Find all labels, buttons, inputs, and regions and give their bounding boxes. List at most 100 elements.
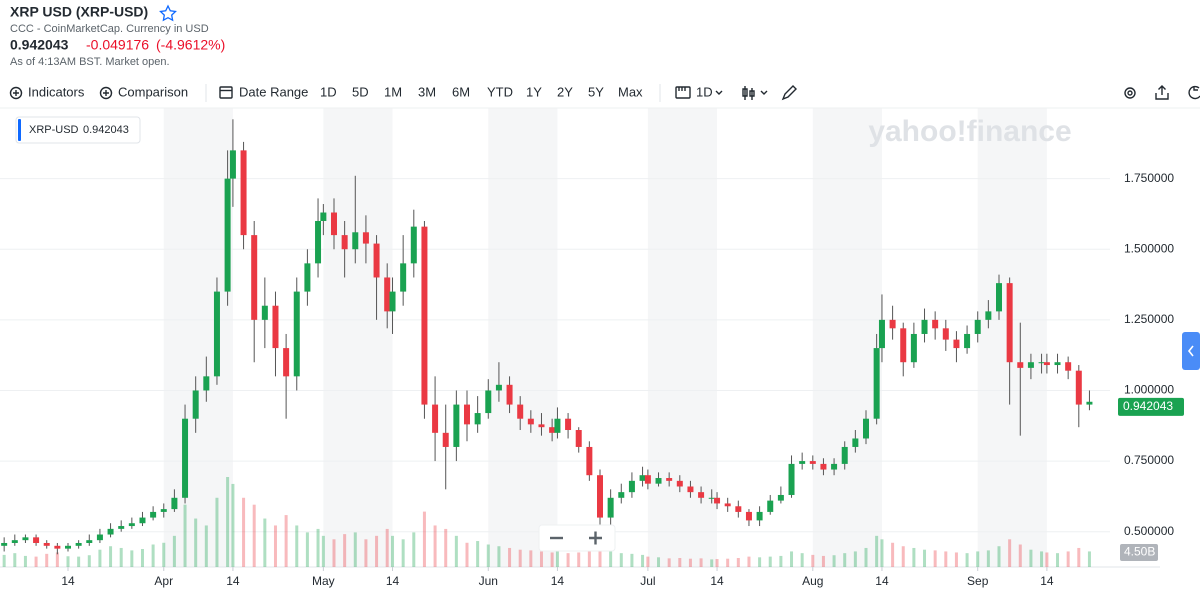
comparison-button[interactable]: Comparison xyxy=(118,84,188,99)
candle-body xyxy=(921,319,928,334)
y-tick-label: 1.500000 xyxy=(1124,241,1174,255)
settings-icon[interactable] xyxy=(1124,87,1136,99)
candle-body xyxy=(687,486,694,493)
candle-body xyxy=(182,418,189,498)
interval-button[interactable]: 1D xyxy=(696,84,713,99)
volume-bar xyxy=(444,528,448,567)
volume-bar xyxy=(518,549,522,567)
volume-bar xyxy=(699,558,703,567)
range-buttons: 1D 5D 1M 3M 6M YTD 1Y 2Y 5Y Max xyxy=(320,84,643,99)
x-tick-label: 14 xyxy=(710,574,724,588)
candle-body xyxy=(86,540,93,543)
candle-body xyxy=(809,461,816,464)
x-tick-label: May xyxy=(312,574,335,588)
volume-bar xyxy=(864,547,868,567)
candle-body xyxy=(1065,362,1072,371)
volume-bar xyxy=(172,535,176,567)
candle-body xyxy=(1054,362,1061,366)
calendar-icon[interactable] xyxy=(219,86,233,99)
comparison-icon[interactable] xyxy=(99,86,113,100)
range-button[interactable]: 5Y xyxy=(588,84,604,99)
range-button[interactable]: 1M xyxy=(384,84,402,99)
volume-bar xyxy=(162,542,166,567)
volume-bar xyxy=(284,515,288,567)
candle-body xyxy=(889,319,896,329)
volume-bar xyxy=(343,534,347,567)
watermark: yahoo!finance xyxy=(868,115,1071,148)
volume-bar xyxy=(1029,549,1033,567)
candle-body xyxy=(863,418,869,439)
candle-body xyxy=(873,348,880,419)
y-tick-label: 1.750000 xyxy=(1124,171,1174,185)
volume-bar xyxy=(609,549,613,567)
volume-bar xyxy=(853,551,857,567)
indicators-icon[interactable] xyxy=(9,86,23,100)
candle-body xyxy=(639,475,646,481)
volume-bar xyxy=(875,535,879,567)
candle-body xyxy=(1043,362,1050,366)
range-button[interactable]: Max xyxy=(618,84,643,99)
legend-symbol: XRP-USD xyxy=(29,124,79,136)
indicators-button[interactable]: Indicators xyxy=(28,84,85,99)
volume-bar xyxy=(109,546,113,567)
volume-bar xyxy=(497,546,501,567)
candle-body xyxy=(996,283,1002,312)
volume-bar xyxy=(933,550,937,567)
candle-body xyxy=(474,413,481,425)
interval-icon[interactable] xyxy=(675,86,691,99)
candle-body xyxy=(410,226,417,264)
range-button[interactable]: 3M xyxy=(418,84,436,99)
quote-title: XRP USD (XRP-USD) xyxy=(10,4,148,20)
side-panel-toggle[interactable] xyxy=(1182,332,1200,370)
candle-body xyxy=(618,492,625,498)
volume-bar xyxy=(550,552,554,567)
range-button[interactable]: 1Y xyxy=(526,84,542,99)
volume-bar xyxy=(252,504,256,567)
range-button[interactable]: 2Y xyxy=(557,84,573,99)
volume-bar xyxy=(422,511,426,567)
x-tick-label: Sep xyxy=(967,574,989,588)
volume-bar xyxy=(986,550,990,567)
refresh-icon[interactable] xyxy=(1188,85,1200,100)
candle-body xyxy=(1086,401,1093,405)
x-tick-label: 14 xyxy=(61,574,75,588)
range-button[interactable]: 6M xyxy=(452,84,470,99)
candle-body xyxy=(724,503,731,507)
volume-bar xyxy=(465,542,469,567)
volume-bar xyxy=(646,556,650,567)
candle-body xyxy=(362,232,369,244)
volume-bar xyxy=(800,553,804,567)
volume-bar xyxy=(151,544,155,567)
volume-bar xyxy=(715,559,719,567)
candle-body xyxy=(597,475,603,518)
zoom-in[interactable] xyxy=(589,531,602,545)
range-button[interactable]: 1D xyxy=(320,84,337,99)
share-icon[interactable] xyxy=(1155,85,1169,100)
candle-body xyxy=(442,432,449,447)
y-tick-label: 1.250000 xyxy=(1124,312,1174,326)
candle-body xyxy=(453,404,460,447)
chart-type-icon[interactable] xyxy=(742,86,755,100)
quote-subtitle: CCC - CoinMarketCap. Currency in USD xyxy=(10,23,209,35)
candle-body xyxy=(272,305,279,349)
volume-bar xyxy=(577,552,581,567)
candle-body xyxy=(852,438,859,447)
range-button[interactable]: YTD xyxy=(487,84,513,99)
candle-body xyxy=(261,305,268,320)
volume-bar xyxy=(194,518,198,567)
indicators-icon-plus xyxy=(13,90,19,96)
toolbar: Indicators Comparison Date Range 1D 5D 1M 3… xyxy=(9,84,1200,102)
watchlist-star[interactable] xyxy=(159,4,177,22)
range-button[interactable]: 5D xyxy=(352,84,369,99)
volume-bar xyxy=(119,547,123,567)
draw-icon[interactable] xyxy=(781,85,797,101)
legend-swatch xyxy=(18,119,21,141)
volume-bar xyxy=(1018,544,1022,567)
zoom-controls xyxy=(538,524,616,552)
volume-bar xyxy=(598,544,602,567)
candle-body xyxy=(767,500,774,512)
candle-body xyxy=(43,542,50,546)
y-tick-label: 1.000000 xyxy=(1124,383,1174,397)
date-range-button[interactable]: Date Range xyxy=(239,84,308,99)
volume-bar xyxy=(305,532,309,567)
